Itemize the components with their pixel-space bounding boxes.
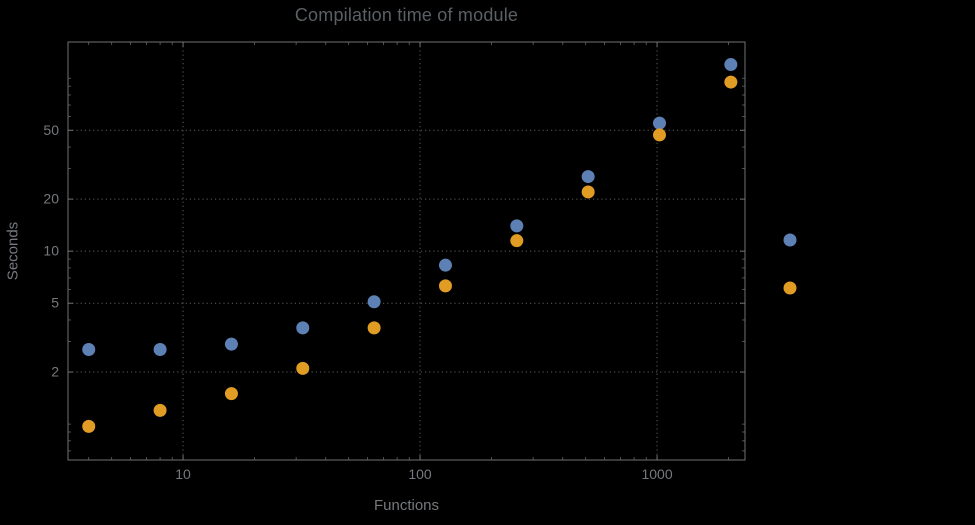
data-point-blue xyxy=(724,58,738,72)
legend-marker-2 xyxy=(783,281,797,295)
data-point-orange xyxy=(367,321,381,335)
x-axis-label: Functions xyxy=(373,497,440,514)
data-point-blue xyxy=(438,258,452,272)
data-point-orange xyxy=(153,403,167,417)
x-tick-label: 1000 xyxy=(641,466,672,482)
data-point-blue xyxy=(510,219,524,233)
data-point-blue xyxy=(153,343,167,357)
data-point-orange xyxy=(438,279,452,293)
data-point-orange xyxy=(296,361,310,375)
data-point-orange xyxy=(82,419,96,433)
data-point-blue xyxy=(296,321,310,335)
legend-marker-1 xyxy=(783,233,797,247)
y-tick-label: 50 xyxy=(43,122,59,138)
data-point-blue xyxy=(224,337,238,351)
y-tick-label: 5 xyxy=(51,295,59,311)
data-point-blue xyxy=(652,116,666,130)
data-point-orange xyxy=(652,128,666,142)
data-point-orange xyxy=(581,185,595,199)
y-tick-label: 10 xyxy=(43,243,59,259)
y-axis-label: Seconds xyxy=(4,221,22,281)
y-tick-label: 2 xyxy=(51,364,59,380)
data-point-orange xyxy=(510,234,524,248)
y-tick-label: 20 xyxy=(43,191,59,207)
data-point-blue xyxy=(581,170,595,184)
data-point-blue xyxy=(367,295,381,309)
data-point-orange xyxy=(724,75,738,89)
data-point-orange xyxy=(224,387,238,401)
x-tick-label: 10 xyxy=(175,466,191,482)
chart-title: Compilation time of module xyxy=(294,5,519,25)
x-tick-label: 100 xyxy=(408,466,432,482)
data-point-blue xyxy=(82,343,96,357)
